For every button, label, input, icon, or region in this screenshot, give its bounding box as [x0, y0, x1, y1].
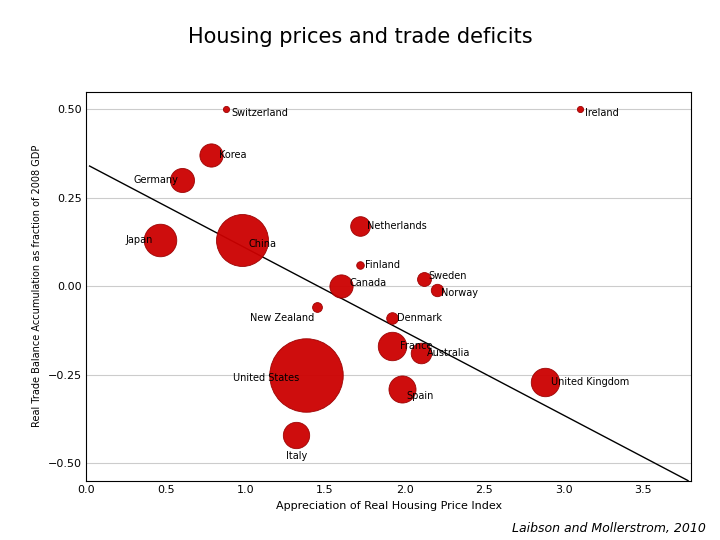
Point: [574, 105, 585, 114]
Point: [396, 384, 408, 393]
Text: Germany: Germany: [134, 175, 179, 185]
Text: Netherlands: Netherlands: [366, 221, 426, 231]
Text: Sweden: Sweden: [428, 271, 467, 281]
Text: Denmark: Denmark: [397, 313, 442, 323]
Point: [415, 349, 426, 357]
Text: Canada: Canada: [349, 278, 386, 288]
Point: [221, 105, 233, 114]
Text: Finland: Finland: [365, 260, 400, 270]
Point: [386, 314, 397, 322]
Point: [204, 151, 216, 160]
Text: Australia: Australia: [427, 348, 470, 359]
Point: [431, 286, 442, 294]
Text: China: China: [248, 239, 276, 249]
Text: Spain: Spain: [406, 391, 433, 401]
Point: [237, 236, 248, 245]
Point: [291, 430, 302, 439]
Point: [539, 377, 551, 386]
Text: United States: United States: [233, 373, 300, 383]
Point: [300, 370, 312, 379]
X-axis label: Appreciation of Real Housing Price Index: Appreciation of Real Housing Price Index: [276, 501, 502, 511]
Point: [386, 342, 397, 350]
Point: [176, 176, 188, 185]
Text: Italy: Italy: [286, 451, 307, 461]
Text: United Kingdom: United Kingdom: [551, 376, 629, 387]
Point: [336, 282, 347, 291]
Y-axis label: Real Trade Balance Accumulation as fraction of 2008 GDP: Real Trade Balance Accumulation as fract…: [32, 145, 42, 427]
Text: France: France: [400, 341, 433, 352]
Text: Korea: Korea: [218, 151, 246, 160]
Point: [312, 303, 323, 312]
Text: Japan: Japan: [126, 235, 153, 245]
Text: Laibson and Mollerstrom, 2010: Laibson and Mollerstrom, 2010: [512, 522, 706, 535]
Point: [418, 275, 430, 284]
Point: [354, 222, 366, 231]
Point: [354, 261, 366, 269]
Text: Switzerland: Switzerland: [231, 108, 288, 118]
Point: [154, 236, 166, 245]
Text: Ireland: Ireland: [585, 108, 618, 118]
Text: Housing prices and trade deficits: Housing prices and trade deficits: [188, 27, 532, 47]
Text: New Zealand: New Zealand: [250, 313, 314, 323]
Text: Norway: Norway: [441, 288, 478, 298]
